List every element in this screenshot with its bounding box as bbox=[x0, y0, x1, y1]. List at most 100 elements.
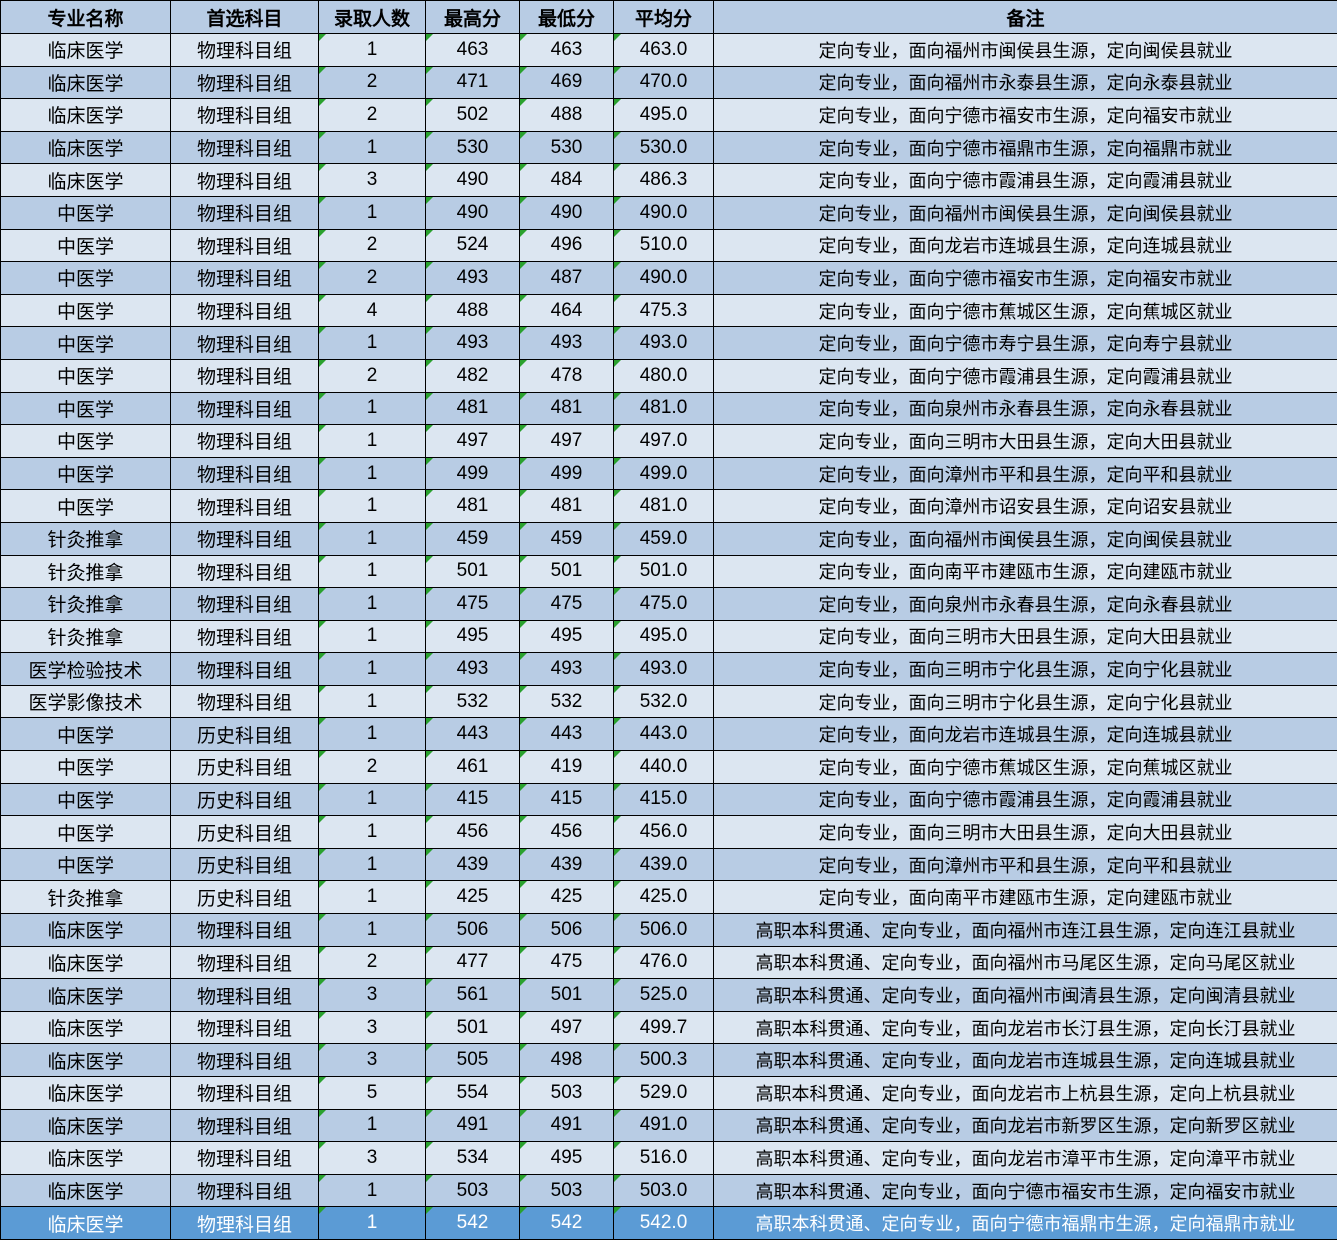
cell-max-score[interactable]: 471 bbox=[426, 66, 520, 99]
cell-max-score[interactable]: 495 bbox=[426, 620, 520, 653]
cell-major[interactable]: 临床医学 bbox=[1, 164, 171, 197]
cell-admit-count[interactable]: 3 bbox=[319, 1011, 426, 1044]
cell-subject[interactable]: 历史科目组 bbox=[171, 848, 319, 881]
cell-min-score[interactable]: 496 bbox=[520, 229, 614, 262]
cell-admit-count[interactable]: 1 bbox=[319, 522, 426, 555]
cell-min-score[interactable]: 481 bbox=[520, 490, 614, 523]
cell-avg-score[interactable]: 495.0 bbox=[614, 99, 714, 132]
cell-min-score[interactable]: 443 bbox=[520, 718, 614, 751]
cell-avg-score[interactable]: 532.0 bbox=[614, 685, 714, 718]
cell-avg-score[interactable]: 486.3 bbox=[614, 164, 714, 197]
cell-min-score[interactable]: 487 bbox=[520, 262, 614, 295]
cell-subject[interactable]: 物理科目组 bbox=[171, 229, 319, 262]
cell-max-score[interactable]: 490 bbox=[426, 164, 520, 197]
cell-admit-count[interactable]: 3 bbox=[319, 164, 426, 197]
cell-remark[interactable]: 定向专业，面向三明市宁化县生源，定向宁化县就业 bbox=[714, 653, 1337, 686]
cell-max-score[interactable]: 524 bbox=[426, 229, 520, 262]
cell-avg-score[interactable]: 475.0 bbox=[614, 588, 714, 621]
cell-max-score[interactable]: 506 bbox=[426, 914, 520, 947]
cell-major[interactable]: 中医学 bbox=[1, 229, 171, 262]
cell-subject[interactable]: 物理科目组 bbox=[171, 327, 319, 360]
cell-avg-score[interactable]: 475.3 bbox=[614, 294, 714, 327]
cell-remark[interactable]: 定向专业，面向南平市建瓯市生源，定向建瓯市就业 bbox=[714, 881, 1337, 914]
cell-major[interactable]: 临床医学 bbox=[1, 1044, 171, 1077]
cell-max-score[interactable]: 482 bbox=[426, 359, 520, 392]
cell-major[interactable]: 针灸推拿 bbox=[1, 555, 171, 588]
cell-admit-count[interactable]: 1 bbox=[319, 34, 426, 67]
cell-min-score[interactable]: 475 bbox=[520, 588, 614, 621]
cell-major[interactable]: 临床医学 bbox=[1, 1109, 171, 1142]
cell-max-score[interactable]: 481 bbox=[426, 392, 520, 425]
cell-avg-score[interactable]: 525.0 bbox=[614, 979, 714, 1012]
cell-min-score[interactable]: 493 bbox=[520, 327, 614, 360]
cell-remark[interactable]: 定向专业，面向漳州市诏安县生源，定向诏安县就业 bbox=[714, 490, 1337, 523]
cell-subject[interactable]: 物理科目组 bbox=[171, 131, 319, 164]
cell-admit-count[interactable]: 1 bbox=[319, 392, 426, 425]
cell-remark[interactable]: 定向专业，面向福州市闽侯县生源，定向闽侯县就业 bbox=[714, 196, 1337, 229]
cell-subject[interactable]: 物理科目组 bbox=[171, 979, 319, 1012]
cell-min-score[interactable]: 497 bbox=[520, 425, 614, 458]
cell-admit-count[interactable]: 2 bbox=[319, 751, 426, 784]
cell-admit-count[interactable]: 1 bbox=[319, 881, 426, 914]
cell-min-score[interactable]: 415 bbox=[520, 783, 614, 816]
cell-remark[interactable]: 定向专业，面向宁德市霞浦县生源，定向霞浦县就业 bbox=[714, 359, 1337, 392]
cell-admit-count[interactable]: 2 bbox=[319, 359, 426, 392]
cell-major[interactable]: 临床医学 bbox=[1, 914, 171, 947]
cell-remark[interactable]: 定向专业，面向南平市建瓯市生源，定向建瓯市就业 bbox=[714, 555, 1337, 588]
cell-min-score[interactable]: 469 bbox=[520, 66, 614, 99]
cell-admit-count[interactable]: 2 bbox=[319, 229, 426, 262]
cell-major[interactable]: 中医学 bbox=[1, 294, 171, 327]
cell-subject[interactable]: 物理科目组 bbox=[171, 653, 319, 686]
cell-min-score[interactable]: 498 bbox=[520, 1044, 614, 1077]
cell-avg-score[interactable]: 497.0 bbox=[614, 425, 714, 458]
cell-avg-score[interactable]: 516.0 bbox=[614, 1142, 714, 1175]
cell-subject[interactable]: 物理科目组 bbox=[171, 620, 319, 653]
cell-remark[interactable]: 高职本科贯通、定向专业，面向龙岩市漳平市生源，定向漳平市就业 bbox=[714, 1142, 1337, 1175]
cell-major[interactable]: 临床医学 bbox=[1, 1142, 171, 1175]
cell-admit-count[interactable]: 2 bbox=[319, 946, 426, 979]
cell-admit-count[interactable]: 1 bbox=[319, 1174, 426, 1207]
cell-subject[interactable]: 物理科目组 bbox=[171, 946, 319, 979]
cell-avg-score[interactable]: 493.0 bbox=[614, 653, 714, 686]
cell-remark[interactable]: 定向专业，面向龙岩市连城县生源，定向连城县就业 bbox=[714, 718, 1337, 751]
cell-avg-score[interactable]: 456.0 bbox=[614, 816, 714, 849]
cell-avg-score[interactable]: 480.0 bbox=[614, 359, 714, 392]
cell-avg-score[interactable]: 542.0 bbox=[614, 1207, 714, 1240]
cell-subject[interactable]: 历史科目组 bbox=[171, 718, 319, 751]
cell-admit-count[interactable]: 3 bbox=[319, 1142, 426, 1175]
cell-major[interactable]: 针灸推拿 bbox=[1, 881, 171, 914]
cell-subject[interactable]: 物理科目组 bbox=[171, 34, 319, 67]
cell-admit-count[interactable]: 1 bbox=[319, 718, 426, 751]
cell-min-score[interactable]: 478 bbox=[520, 359, 614, 392]
cell-major[interactable]: 医学影像技术 bbox=[1, 685, 171, 718]
cell-admit-count[interactable]: 5 bbox=[319, 1077, 426, 1110]
cell-avg-score[interactable]: 500.3 bbox=[614, 1044, 714, 1077]
cell-avg-score[interactable]: 510.0 bbox=[614, 229, 714, 262]
cell-remark[interactable]: 定向专业，面向三明市大田县生源，定向大田县就业 bbox=[714, 425, 1337, 458]
cell-max-score[interactable]: 425 bbox=[426, 881, 520, 914]
cell-max-score[interactable]: 491 bbox=[426, 1109, 520, 1142]
cell-max-score[interactable]: 502 bbox=[426, 99, 520, 132]
cell-remark[interactable]: 定向专业，面向宁德市寿宁县生源，定向寿宁县就业 bbox=[714, 327, 1337, 360]
cell-remark[interactable]: 高职本科贯通、定向专业，面向龙岩市新罗区生源，定向新罗区就业 bbox=[714, 1109, 1337, 1142]
cell-max-score[interactable]: 415 bbox=[426, 783, 520, 816]
cell-min-score[interactable]: 493 bbox=[520, 653, 614, 686]
cell-subject[interactable]: 物理科目组 bbox=[171, 1077, 319, 1110]
cell-avg-score[interactable]: 503.0 bbox=[614, 1174, 714, 1207]
cell-subject[interactable]: 历史科目组 bbox=[171, 783, 319, 816]
cell-subject[interactable]: 历史科目组 bbox=[171, 816, 319, 849]
cell-admit-count[interactable]: 1 bbox=[319, 1207, 426, 1240]
cell-remark[interactable]: 定向专业，面向泉州市永春县生源，定向永春县就业 bbox=[714, 392, 1337, 425]
cell-min-score[interactable]: 488 bbox=[520, 99, 614, 132]
cell-admit-count[interactable]: 2 bbox=[319, 262, 426, 295]
cell-admit-count[interactable]: 4 bbox=[319, 294, 426, 327]
cell-max-score[interactable]: 501 bbox=[426, 555, 520, 588]
cell-min-score[interactable]: 503 bbox=[520, 1174, 614, 1207]
cell-subject[interactable]: 物理科目组 bbox=[171, 392, 319, 425]
cell-admit-count[interactable]: 1 bbox=[319, 490, 426, 523]
cell-max-score[interactable]: 477 bbox=[426, 946, 520, 979]
cell-admit-count[interactable]: 1 bbox=[319, 588, 426, 621]
cell-subject[interactable]: 物理科目组 bbox=[171, 262, 319, 295]
cell-remark[interactable]: 定向专业，面向龙岩市连城县生源，定向连城县就业 bbox=[714, 229, 1337, 262]
cell-avg-score[interactable]: 490.0 bbox=[614, 196, 714, 229]
